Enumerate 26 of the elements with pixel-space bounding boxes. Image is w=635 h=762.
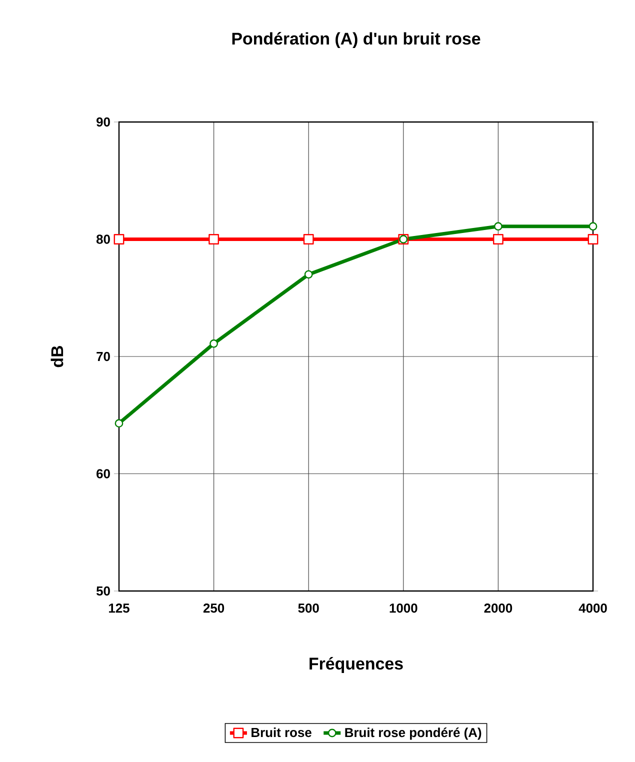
y-tick-label: 70 bbox=[96, 352, 110, 362]
point bbox=[210, 339, 218, 348]
point bbox=[208, 234, 219, 244]
legend-label: Bruit rose pondéré (A) bbox=[345, 728, 482, 740]
y-axis-title: dB bbox=[50, 346, 64, 368]
y-tick-label: 60 bbox=[96, 469, 110, 478]
chart-title: Pondération (A) d'un bruit rose bbox=[232, 32, 480, 48]
point bbox=[494, 222, 502, 231]
point bbox=[303, 234, 314, 244]
x-tick-label: 500 bbox=[298, 604, 319, 613]
point bbox=[114, 419, 124, 428]
point bbox=[114, 234, 124, 244]
x-tick-label: 1000 bbox=[390, 604, 418, 613]
point bbox=[588, 222, 598, 231]
x-tick-label: 125 bbox=[109, 604, 130, 613]
point bbox=[493, 234, 504, 244]
y-tick-label: 50 bbox=[96, 586, 110, 596]
point bbox=[588, 234, 598, 244]
legend-label: Bruit rose bbox=[252, 728, 312, 738]
x-axis-title: Fréquences bbox=[310, 657, 403, 673]
y-tick-label: 80 bbox=[96, 234, 110, 244]
x-tick-label: 2000 bbox=[484, 604, 512, 613]
y-tick-label: 90 bbox=[96, 117, 110, 127]
point bbox=[304, 270, 313, 279]
x-tick-label: 4000 bbox=[578, 604, 607, 613]
x-tick-label: 250 bbox=[203, 604, 224, 613]
